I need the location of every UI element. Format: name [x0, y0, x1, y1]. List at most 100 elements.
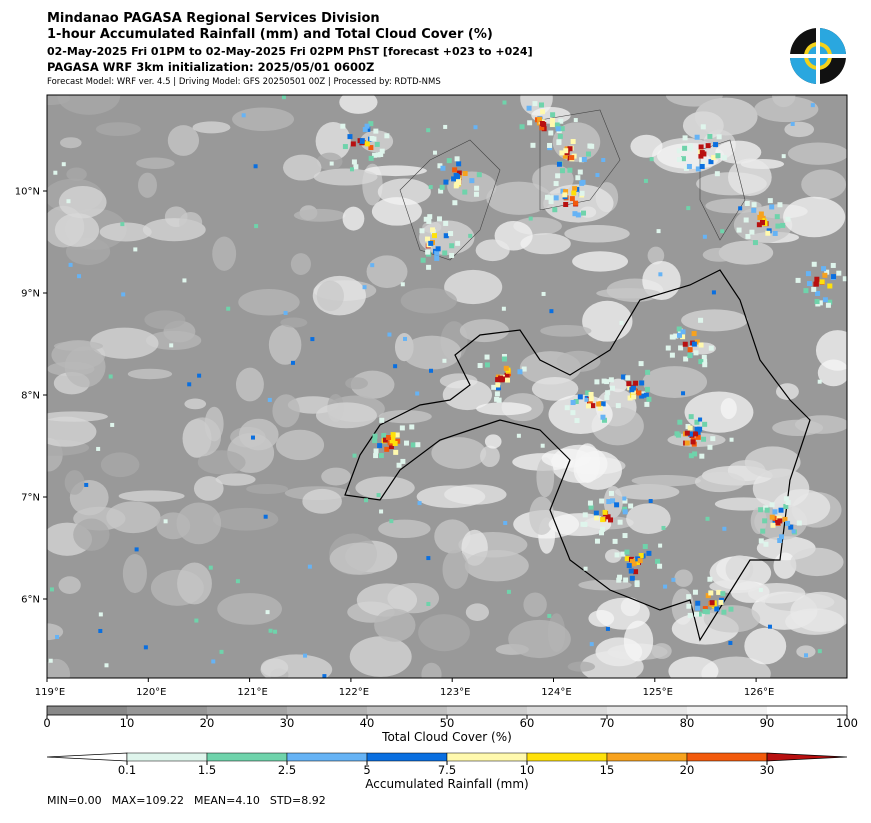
rain-cell	[322, 674, 327, 678]
rain-cell	[649, 157, 654, 162]
rain-cell	[452, 200, 458, 206]
rain-cell	[496, 385, 502, 391]
rain-cell	[372, 152, 378, 158]
rain-cell	[501, 353, 507, 359]
colorbar-segment	[446, 752, 528, 762]
rain-cell	[426, 218, 432, 224]
rain-cell	[713, 142, 719, 148]
colorbar-segment	[447, 706, 527, 715]
lon-tick-label: 124°E	[541, 687, 571, 698]
rain-cell	[340, 123, 346, 129]
cloud	[754, 96, 819, 123]
rain-cell	[736, 227, 742, 233]
rain-cell	[554, 122, 560, 128]
rain-cell	[538, 102, 544, 108]
lon-tick-label: 125°E	[643, 687, 673, 698]
rain-cell	[599, 530, 605, 536]
cloud	[302, 488, 342, 514]
rain-cell	[617, 574, 623, 580]
rain-cell	[310, 337, 315, 342]
rain-cell	[751, 202, 757, 208]
colorbar-segment	[687, 706, 767, 715]
rain-cell	[643, 178, 648, 183]
rain-cell	[686, 603, 692, 609]
rain-cell	[608, 490, 614, 496]
colorbar-label: Accumulated Rainfall (mm)	[365, 777, 528, 791]
rain-cell	[563, 148, 569, 154]
rain-cell	[683, 165, 689, 171]
rain-cell	[642, 544, 648, 550]
cloud	[316, 152, 343, 171]
rain-cell	[456, 170, 462, 176]
rain-cell	[373, 453, 379, 459]
cloud	[540, 324, 592, 337]
rain-cell	[567, 146, 573, 152]
cloud	[787, 142, 847, 165]
map-area	[47, 95, 847, 678]
cloud	[556, 350, 601, 372]
rain-cell	[368, 121, 374, 127]
rain-cell	[785, 216, 791, 222]
cloud	[260, 658, 289, 677]
rain-cell	[803, 288, 809, 294]
lon-tick-label: 119°E	[35, 687, 65, 698]
rain-cell	[548, 199, 554, 205]
cloud	[548, 394, 613, 434]
rain-cell	[600, 414, 606, 420]
rain-cell	[393, 364, 398, 369]
colorbar-tick-label: 100	[836, 716, 858, 730]
cloud	[434, 519, 471, 554]
rain-cell	[656, 229, 661, 234]
rain-cell	[548, 130, 554, 136]
rain-cell	[521, 366, 527, 372]
cloud	[176, 502, 222, 545]
rain-cell	[711, 155, 717, 161]
rain-cell	[431, 233, 437, 239]
rain-cell	[384, 133, 390, 139]
rain-cell	[462, 189, 468, 195]
rain-cell	[585, 151, 591, 157]
rain-cell	[219, 649, 224, 654]
stat: MEAN=4.10	[194, 794, 260, 807]
rain-cell	[347, 134, 353, 140]
rain-cell	[442, 358, 447, 363]
rain-cell	[751, 207, 757, 213]
cloud	[329, 542, 390, 575]
rain-cell	[783, 496, 789, 502]
cloud	[345, 377, 368, 390]
cloud	[217, 593, 282, 625]
rain-cell	[353, 164, 359, 170]
cloud	[127, 368, 173, 380]
rain-cell	[553, 195, 559, 201]
rain-cell	[698, 417, 703, 422]
cloud	[402, 335, 462, 370]
rain-cell	[695, 430, 701, 436]
rain-cell	[379, 509, 384, 514]
rain-cell	[758, 587, 763, 592]
colorbar-segment	[127, 706, 207, 715]
cloud	[442, 549, 469, 590]
rain-cell	[560, 188, 566, 194]
rain-cell	[677, 419, 683, 425]
rain-cell	[694, 339, 700, 345]
rain-cell	[749, 229, 755, 235]
rain-cell	[687, 612, 693, 618]
cloud	[784, 121, 815, 138]
cloud	[366, 255, 408, 288]
rain-cell	[473, 125, 478, 130]
rain-cell	[403, 336, 408, 341]
rain-cell	[645, 369, 651, 375]
rain-cell	[665, 345, 671, 351]
rain-cell	[540, 443, 545, 448]
rain-cell	[767, 624, 772, 629]
rain-cell	[498, 375, 504, 381]
cloud	[239, 418, 279, 451]
rain-cell	[588, 504, 594, 510]
rain-cell	[827, 283, 833, 289]
rain-cell	[571, 190, 577, 196]
rain-cell	[778, 507, 784, 513]
rain-cell	[624, 549, 630, 555]
rain-cell	[698, 153, 704, 159]
rain-cell	[381, 433, 387, 439]
rain-cell	[403, 440, 409, 446]
